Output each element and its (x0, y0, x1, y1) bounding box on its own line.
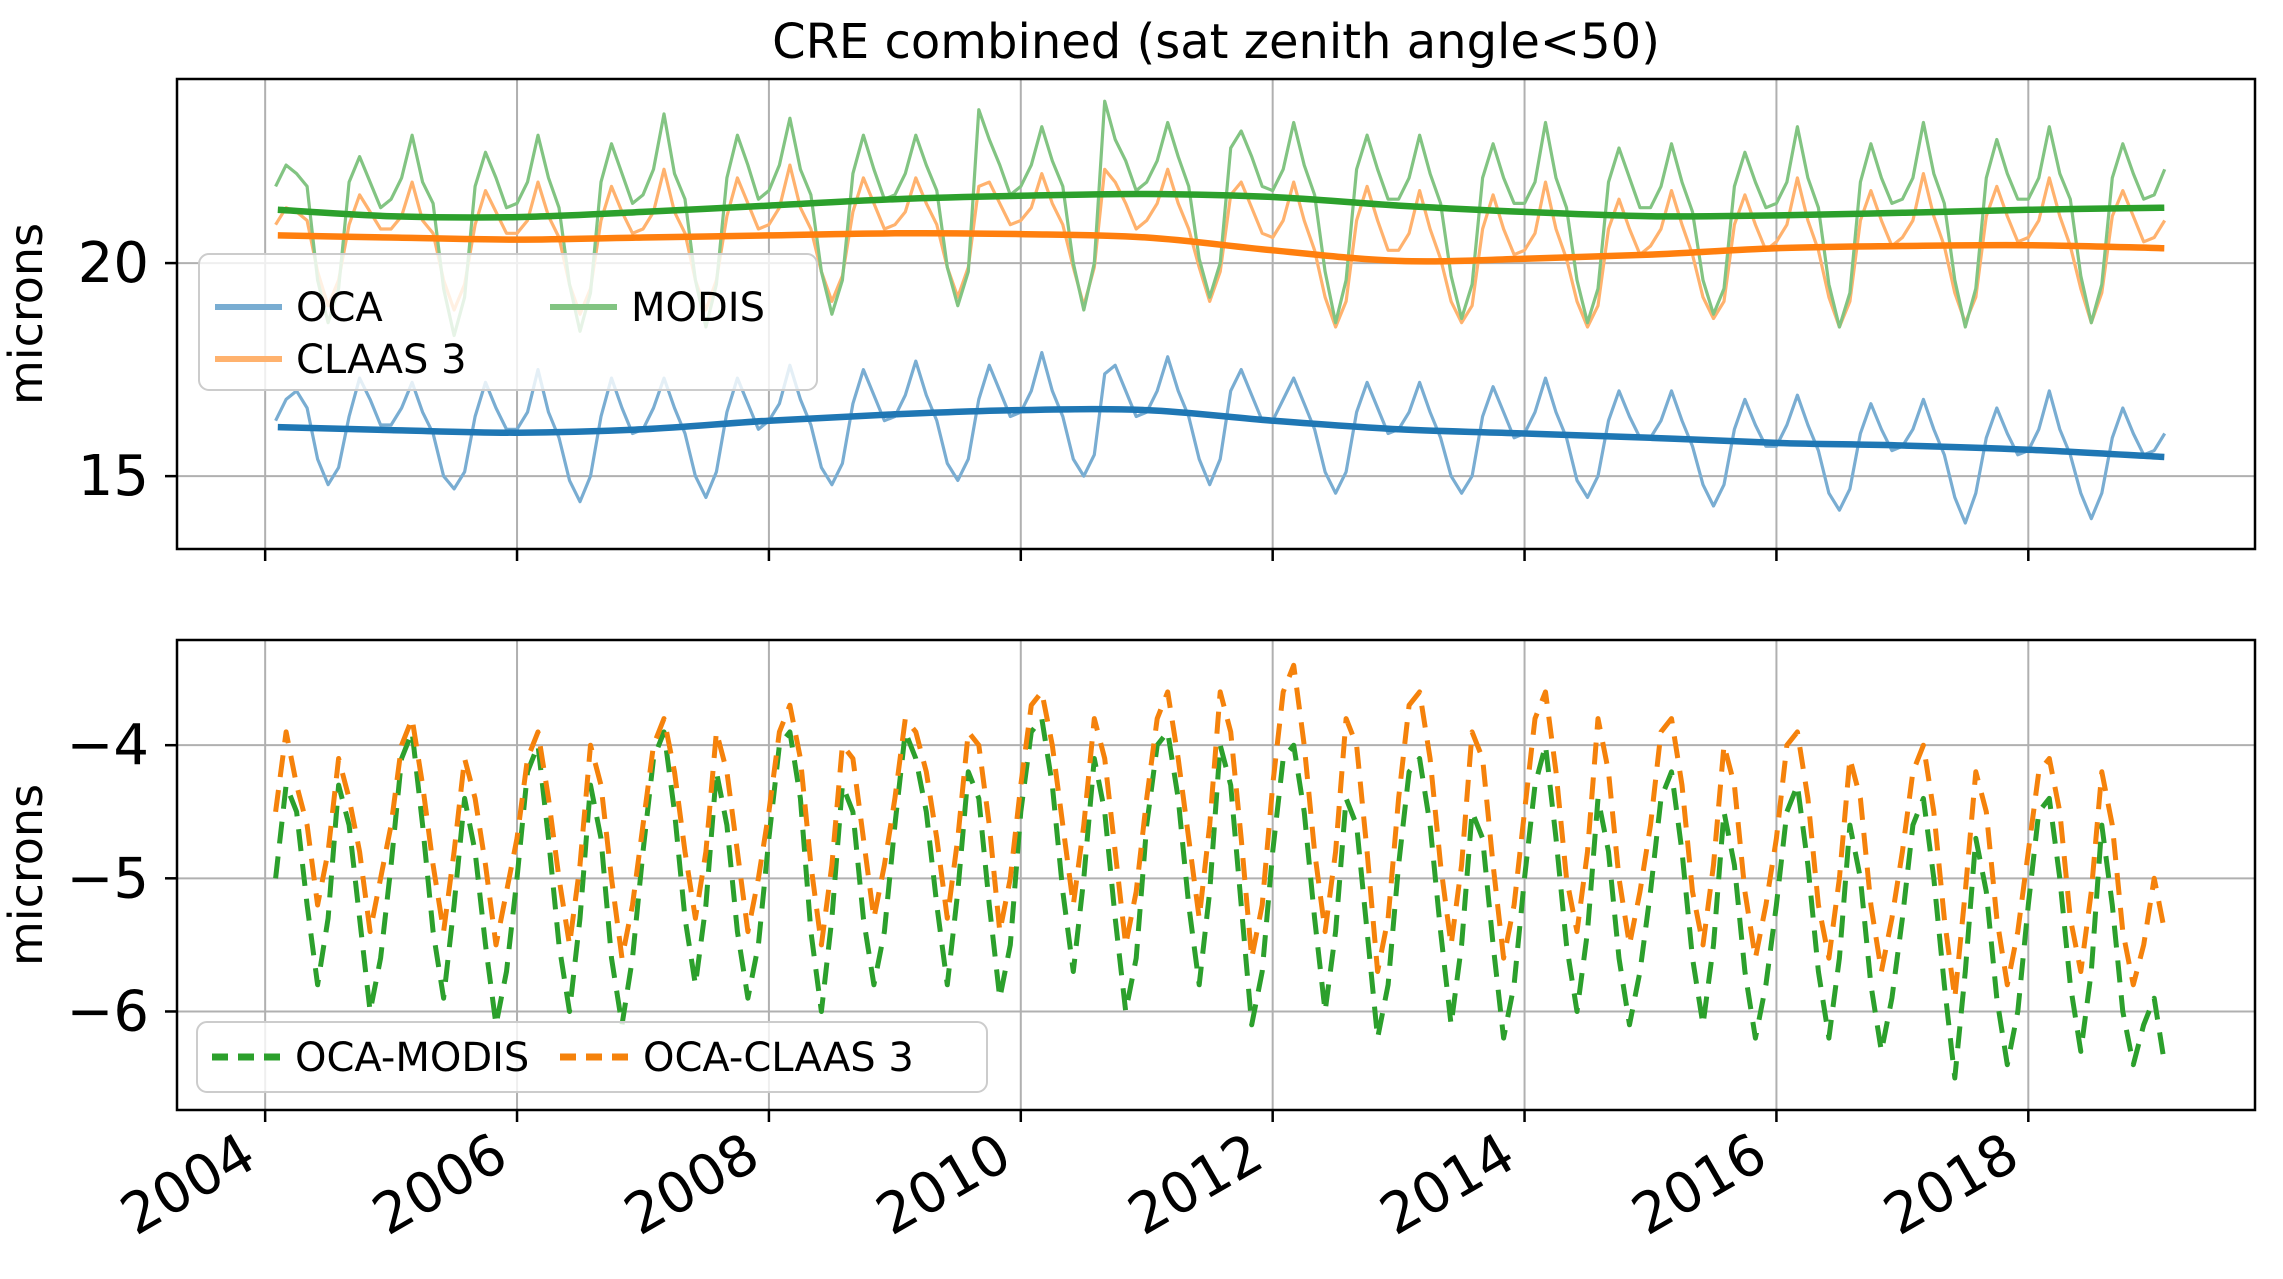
bottom-axes-frame (175, 638, 2257, 1112)
top-gridlines (177, 79, 2255, 549)
legend-label-modis: MODIS (631, 285, 765, 331)
x-tick-labels: 2004 2006 2008 2010 2012 2014 2016 2018 (110, 1121, 2029, 1249)
bottom-ticks: −4 −5 −6 (66, 713, 2030, 1122)
legend-label-claas: CLAAS 3 (296, 337, 467, 383)
series-line-oca-modis (273, 716, 2168, 1081)
x-tick-label: 2010 (866, 1121, 1022, 1249)
y-tick-label: −5 (66, 846, 149, 911)
top-legend: OCA CLAAS 3 MODIS (198, 253, 818, 391)
bottom-panel: −4 −5 −6 microns OCA-MODIS OCA-CLAAS 3 (0, 638, 2257, 1122)
y-tick-label: 20 (78, 231, 149, 296)
y-tick-label: 15 (78, 444, 149, 509)
series-line-claas-3-smoothed (277, 229, 2165, 265)
series-line-modis-smoothed (277, 190, 2165, 221)
x-tick-label: 2008 (614, 1121, 770, 1249)
x-tick-label: 2018 (1873, 1121, 2029, 1249)
series-line-oca-smoothed (277, 405, 2165, 461)
bottom-y-axis-label: microns (0, 784, 53, 966)
chart-title: CRE combined (sat zenith angle<50) (772, 14, 1660, 70)
top-y-axis-label: microns (0, 223, 53, 405)
legend-label-oca-claas: OCA-CLAAS 3 (643, 1035, 914, 1081)
top-legend-box (198, 253, 818, 391)
series-line-oca (274, 351, 2167, 525)
x-tick-label: 2016 (1622, 1121, 1778, 1249)
bottom-legend: OCA-MODIS OCA-CLAAS 3 (196, 1021, 988, 1093)
top-axes-frame (175, 77, 2257, 551)
x-tick-label: 2012 (1118, 1121, 1274, 1249)
x-tick-label: 2014 (1370, 1121, 1526, 1249)
y-tick-label: −4 (66, 713, 149, 778)
legend-label-oca-modis: OCA-MODIS (295, 1035, 529, 1081)
x-tick-label: 2006 (362, 1121, 518, 1249)
series-line-oca-claas-3 (273, 662, 2168, 1001)
y-tick-label: −6 (66, 979, 149, 1044)
x-tick-label: 2004 (110, 1121, 266, 1249)
bottom-series (273, 662, 2168, 1081)
legend-label-oca: OCA (296, 285, 383, 331)
